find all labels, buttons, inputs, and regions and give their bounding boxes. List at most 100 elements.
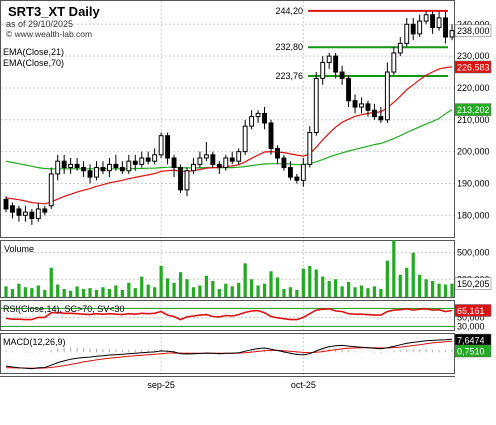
price-tick-label: 240,000 [457, 19, 490, 29]
candle-down [16, 208, 22, 216]
volume-bar [379, 289, 383, 297]
volume-bar [418, 274, 422, 297]
candle-down [352, 100, 358, 108]
as-of-date: as of 29/10/2025 [6, 19, 73, 29]
volume-bar [366, 288, 370, 297]
candle-down [287, 167, 293, 178]
volume-bar [114, 285, 118, 297]
rsi-pane [0, 300, 455, 331]
candle-up [436, 17, 442, 28]
volume-bar [295, 289, 299, 297]
candle-down [74, 163, 80, 169]
candle-down [165, 135, 171, 159]
ema70-value-tag-box [454, 103, 492, 116]
candle-up [223, 157, 229, 169]
volume-bar [43, 289, 47, 297]
rsi-value-tag: 65,161 [457, 306, 485, 316]
candle-up [300, 163, 306, 181]
candle-down [210, 154, 216, 165]
price-tick-label: 210,000 [457, 115, 490, 125]
candle-up [384, 71, 390, 121]
volume-title: Volume [4, 244, 34, 254]
candle-up [320, 61, 326, 79]
candle-up [391, 52, 397, 73]
volume-bar [282, 289, 286, 297]
volume-bar [430, 281, 435, 297]
candle-down [229, 157, 235, 162]
volume-bar [224, 283, 228, 297]
rsi-tick-label: 50,000 [457, 312, 485, 322]
candle-up [242, 125, 248, 153]
volume-bar [288, 287, 293, 297]
price-tick-label: 200,000 [457, 147, 490, 157]
candle-down [178, 167, 183, 191]
volume-bar [314, 269, 318, 297]
candle-up [197, 157, 203, 165]
macd-signal-line [6, 340, 453, 369]
volume-bar [217, 289, 221, 297]
candle-up [397, 42, 403, 54]
volume-bar [340, 286, 344, 297]
candle-down [268, 122, 274, 149]
candle-down [145, 157, 151, 162]
volume-bar [153, 287, 157, 297]
volume-bar [230, 286, 234, 297]
candle-up [249, 116, 255, 127]
volume-bar [146, 284, 150, 297]
volume-bar [269, 271, 273, 297]
volume-bar [36, 285, 40, 297]
volume-bar [392, 240, 396, 297]
candle-up [417, 20, 423, 35]
candle-up [152, 154, 158, 162]
volume-bar [23, 287, 28, 297]
candle-down [132, 160, 138, 165]
candle-down [10, 205, 15, 213]
candle-up [55, 160, 61, 175]
volume-bar [49, 267, 53, 297]
volume-bar [107, 289, 112, 297]
candle-up [158, 135, 164, 156]
candle-down [113, 163, 119, 169]
candle-up [126, 160, 132, 172]
volume-pane [0, 240, 455, 298]
candle-down [378, 116, 384, 121]
volume-bar [30, 288, 34, 297]
volume-bar [211, 281, 215, 297]
symbol-title: SRT3_XT Daily [8, 4, 101, 19]
candle-down [29, 211, 35, 219]
price-tick-label: 190,000 [457, 178, 490, 188]
volume-bar [327, 281, 331, 297]
volume-bar [56, 284, 60, 297]
axis-labels: sep-25 oct-25 240,000 230,000 220,000 210,000… [147, 19, 489, 390]
volume-bar [127, 282, 131, 297]
volume-bar [69, 290, 73, 297]
candle-down [81, 167, 87, 172]
volume-value-tag-box [454, 277, 492, 290]
candle-down [61, 160, 67, 169]
candle-up [255, 112, 261, 118]
candle-up [68, 163, 74, 169]
x-tick-label: sep-25 [147, 380, 175, 390]
volume-bar [262, 283, 267, 297]
candlesticks [3, 11, 455, 225]
ema70-legend: EMA(Close,70) [3, 58, 64, 68]
volume-bar [165, 278, 170, 297]
volume-bar [62, 289, 66, 297]
volume-bar [4, 286, 8, 297]
candle-up [307, 132, 313, 165]
grid [1, 1, 454, 376]
price-level-label: 232,80 [275, 42, 303, 52]
price-tick-label: 220,000 [457, 83, 490, 93]
volume-bar [204, 275, 208, 297]
volume-bar [398, 274, 402, 297]
price-level-label: 244,20 [275, 6, 303, 16]
horizontal-levels: 244,20 232,80 223,76 [275, 6, 448, 81]
candle-down [339, 71, 345, 79]
volume-value-tag: 150,205 [457, 279, 490, 289]
volume-bars [4, 240, 454, 297]
ema21-legend: EMA(Close,21) [3, 47, 64, 57]
candle-up [22, 211, 28, 216]
last-close-tag: 238,000 [457, 26, 490, 36]
candle-up [106, 163, 112, 172]
